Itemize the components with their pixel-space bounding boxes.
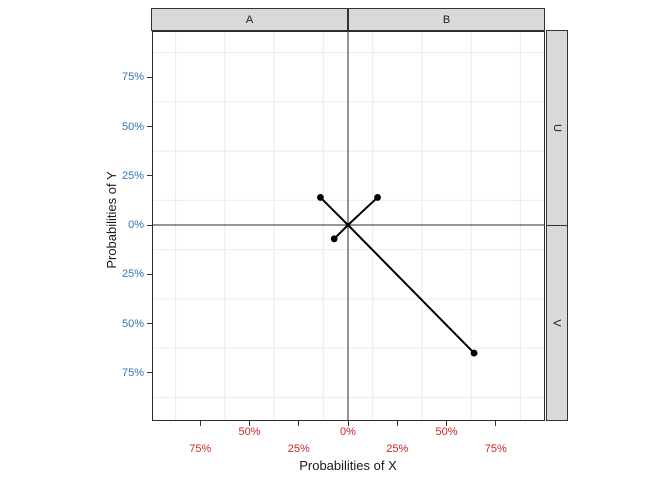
data-point	[330, 235, 338, 243]
data-point	[470, 349, 478, 357]
facet-strip-b: B	[348, 8, 545, 31]
x-tick-label: 25%	[287, 443, 310, 455]
y-tick-mark	[147, 372, 152, 374]
data-point	[317, 194, 324, 201]
y-tick-mark	[147, 273, 152, 275]
data-segment	[319, 196, 349, 226]
y-tick-mark	[147, 175, 152, 177]
x-tick-label: 50%	[435, 426, 458, 438]
x-tick-mark	[298, 421, 300, 426]
x-tick-label: 75%	[484, 443, 507, 455]
data-segment	[347, 196, 379, 226]
panel-border	[152, 31, 545, 421]
y-tick-mark	[147, 76, 152, 78]
y-axis-title: Probabilities of Y	[104, 171, 119, 269]
y-tick-label: 0%	[128, 219, 144, 231]
y-tick-label: 75%	[121, 71, 144, 84]
x-axis-title: Probabilities of X	[299, 458, 397, 473]
y-tick-mark	[147, 323, 152, 324]
x-tick-mark	[199, 421, 201, 426]
x-tick-mark	[396, 421, 398, 426]
x-tick-mark	[249, 421, 250, 426]
y-tick-label: 25%	[121, 268, 144, 281]
x-tick-label: 75%	[189, 443, 212, 455]
data-point	[374, 194, 381, 201]
facet-strip-a: A	[151, 8, 348, 31]
x-tick-mark	[495, 421, 497, 426]
x-tick-mark	[347, 421, 349, 426]
x-tick-label: 0%	[340, 426, 356, 438]
y-tick-mark	[147, 126, 152, 127]
plot-panel	[152, 31, 545, 421]
facet-strip-a-label: A	[245, 13, 254, 26]
y-tick-label: 50%	[121, 120, 144, 133]
x-tick-mark	[446, 421, 447, 426]
y-tick-label: 25%	[121, 169, 144, 182]
x-tick-label: 25%	[386, 443, 409, 455]
data-segment	[347, 224, 475, 354]
facet-strip-b-label: B	[442, 13, 451, 26]
x-tick-label: 50%	[238, 426, 261, 438]
panel-svg	[152, 31, 545, 421]
y-tick-mark	[147, 224, 152, 226]
y-tick-label: 75%	[121, 366, 144, 379]
facet-strip-v: V	[546, 225, 568, 421]
y-tick-label: 50%	[121, 317, 144, 330]
